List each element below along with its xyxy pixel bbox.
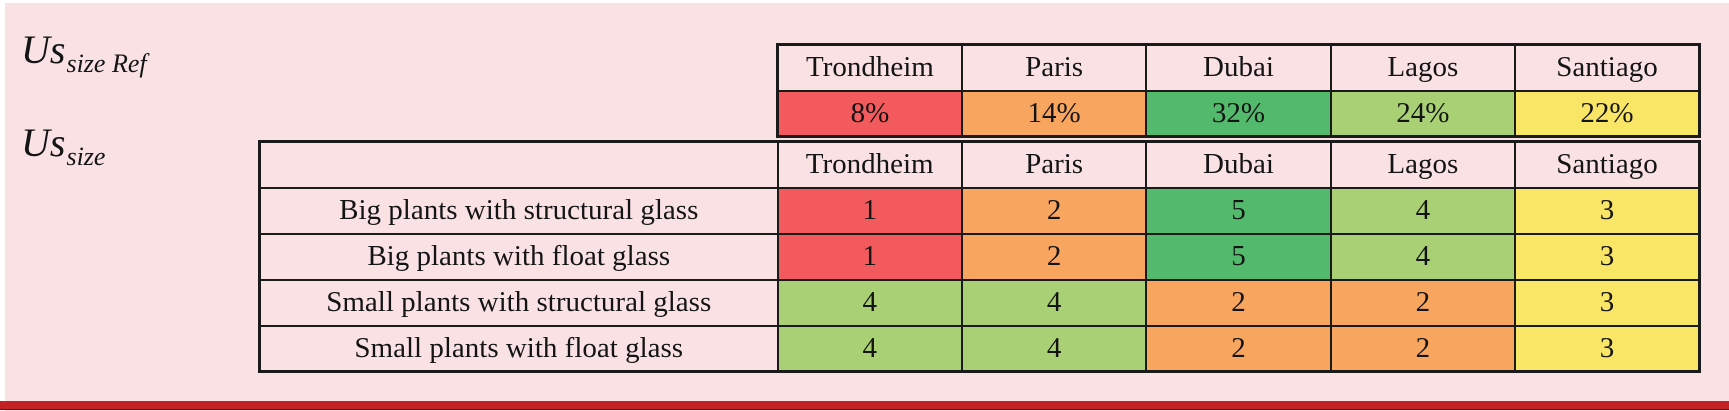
ref-city-header: Dubai bbox=[1145, 43, 1332, 92]
score-cell: 2 bbox=[1329, 278, 1517, 327]
score-cell: 4 bbox=[960, 278, 1148, 327]
score-cell: 3 bbox=[1514, 232, 1701, 281]
evaluation-panel: Ussize Ref Ussize Trondheim Paris Dubai Lag… bbox=[0, 3, 1729, 411]
ref-weight-cell: 32% bbox=[1145, 89, 1332, 138]
score-cell: 2 bbox=[1145, 278, 1332, 327]
city-header: Dubai bbox=[1145, 140, 1332, 189]
city-header: Santiago bbox=[1514, 140, 1701, 189]
score-cell: 4 bbox=[776, 278, 963, 327]
row-label: Small plants with structural glass bbox=[258, 278, 779, 327]
score-cell: 2 bbox=[960, 186, 1148, 235]
score-row: Small plants with structural glass 4 4 2 2 3 bbox=[258, 278, 1701, 327]
reference-weights-table: Trondheim Paris Dubai Lagos Santiago 8% 14% 32… bbox=[776, 43, 1701, 138]
ref-weight-cell: 24% bbox=[1329, 89, 1517, 138]
ref-weight-cell: 22% bbox=[1514, 89, 1701, 138]
us-size-ref-label-base: Us bbox=[21, 27, 66, 72]
ref-city-header-row: Trondheim Paris Dubai Lagos Santiago bbox=[776, 43, 1701, 92]
row-label: Big plants with structural glass bbox=[258, 186, 779, 235]
score-cell: 2 bbox=[1145, 324, 1332, 373]
us-size-ref-label: Ussize Ref bbox=[21, 30, 147, 77]
score-cell: 4 bbox=[960, 324, 1148, 373]
score-cell: 3 bbox=[1514, 186, 1701, 235]
score-cell: 2 bbox=[960, 232, 1148, 281]
row-label: Small plants with float glass bbox=[258, 324, 779, 373]
row-label: Big plants with float glass bbox=[258, 232, 779, 281]
score-cell: 4 bbox=[1329, 186, 1517, 235]
score-cell: 4 bbox=[1329, 232, 1517, 281]
score-cell: 4 bbox=[776, 324, 963, 373]
us-size-ref-label-subscript: size Ref bbox=[66, 49, 147, 78]
city-header: Paris bbox=[960, 140, 1148, 189]
us-size-label-subscript: size bbox=[66, 142, 106, 171]
city-header: Lagos bbox=[1329, 140, 1517, 189]
ref-weight-cell: 8% bbox=[776, 89, 963, 138]
city-header-row: Trondheim Paris Dubai Lagos Santiago bbox=[258, 140, 1701, 189]
score-cell: 3 bbox=[1514, 278, 1701, 327]
score-cell: 5 bbox=[1145, 186, 1332, 235]
score-cell: 1 bbox=[776, 232, 963, 281]
score-row: Big plants with float glass 1 2 5 4 3 bbox=[258, 232, 1701, 281]
score-row: Big plants with structural glass 1 2 5 4 3 bbox=[258, 186, 1701, 235]
city-header: Trondheim bbox=[776, 140, 963, 189]
ref-city-header: Santiago bbox=[1514, 43, 1701, 92]
score-row: Small plants with float glass 4 4 2 2 3 bbox=[258, 324, 1701, 373]
ref-weight-cell: 14% bbox=[960, 89, 1148, 138]
score-cell: 3 bbox=[1514, 324, 1701, 373]
score-cell: 1 bbox=[776, 186, 963, 235]
ref-city-header: Trondheim bbox=[776, 43, 963, 92]
score-cell: 5 bbox=[1145, 232, 1332, 281]
score-cell: 2 bbox=[1329, 324, 1517, 373]
ref-weight-row: 8% 14% 32% 24% 22% bbox=[776, 89, 1701, 138]
corner-cell bbox=[258, 140, 779, 189]
us-size-label-base: Us bbox=[21, 120, 66, 165]
us-size-label: Ussize bbox=[21, 123, 105, 170]
bottom-rule bbox=[0, 401, 1729, 410]
scores-table: Trondheim Paris Dubai Lagos Santiago Big pla… bbox=[258, 140, 1701, 373]
ref-city-header: Lagos bbox=[1329, 43, 1517, 92]
ref-city-header: Paris bbox=[960, 43, 1148, 92]
